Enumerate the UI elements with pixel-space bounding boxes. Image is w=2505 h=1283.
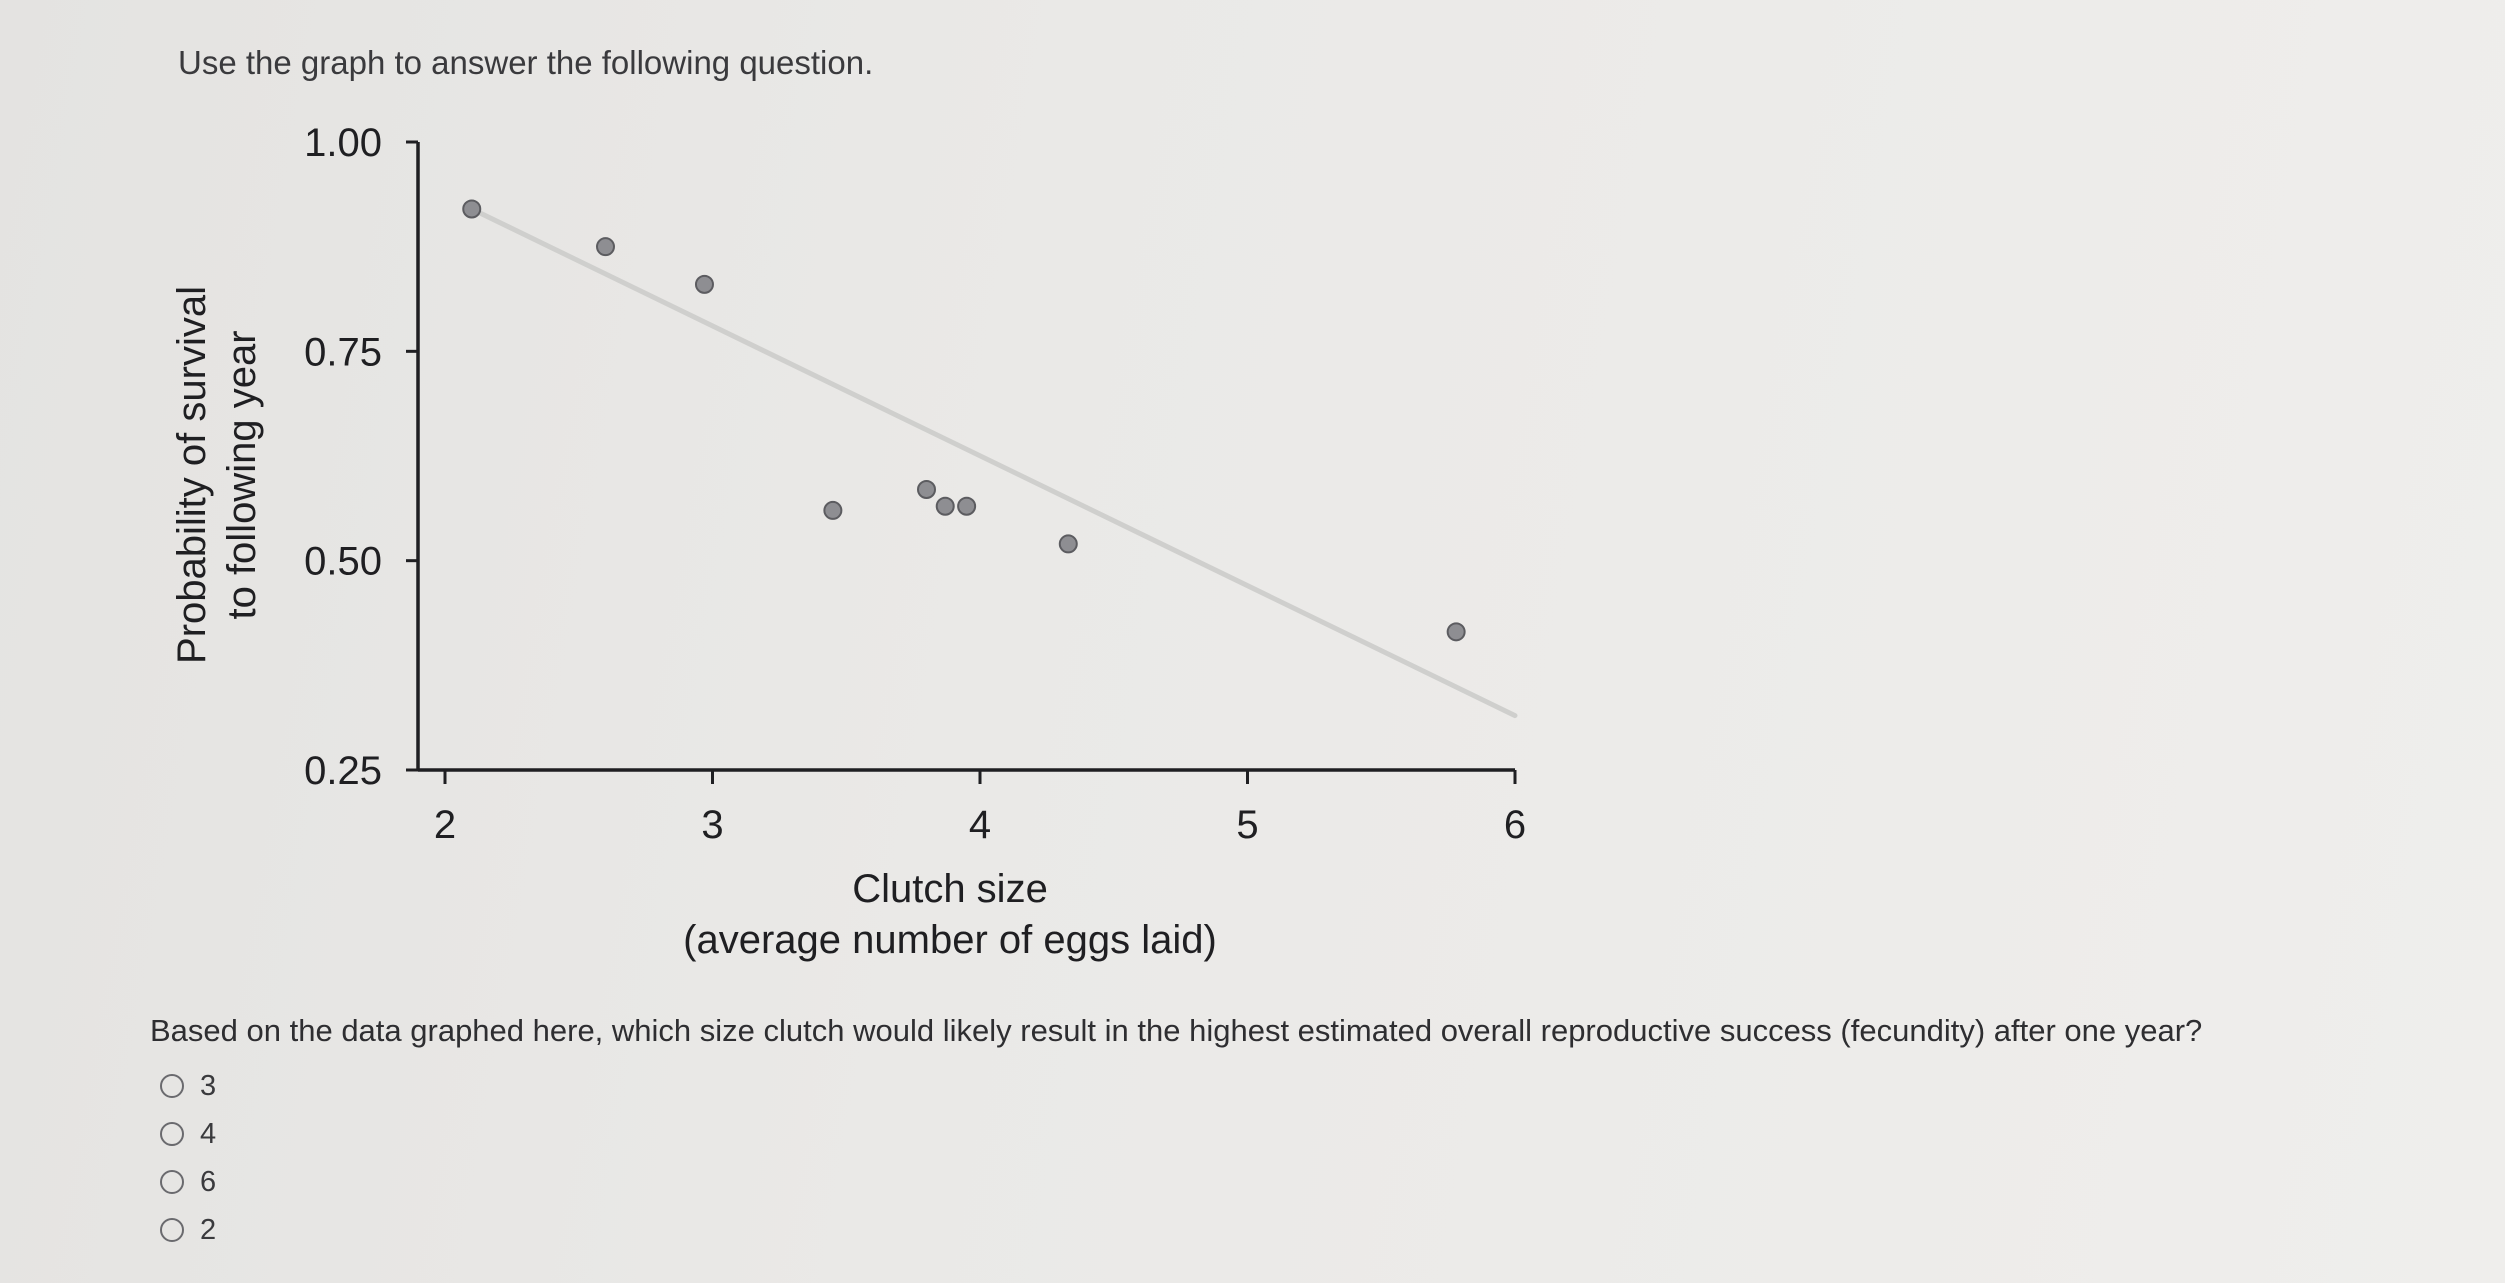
y-tick-label: 0.75 xyxy=(304,330,382,374)
data-point xyxy=(823,500,843,520)
data-point xyxy=(957,496,977,516)
x-tick-label: 3 xyxy=(701,803,723,847)
radio-button-icon[interactable] xyxy=(160,1170,184,1194)
x-tick-label: 2 xyxy=(434,803,456,847)
y-tick-label: 1.00 xyxy=(304,121,382,165)
answer-option-2[interactable]: 4 xyxy=(160,1110,216,1158)
x-axis-title: Clutch size xyxy=(852,867,1048,911)
answer-option-label: 3 xyxy=(200,1069,217,1102)
question-text: Based on the data graphed here, which si… xyxy=(150,1013,2203,1048)
answer-option-1[interactable]: 3 xyxy=(160,1062,216,1110)
data-point xyxy=(1058,534,1078,554)
answer-option-3[interactable]: 6 xyxy=(160,1158,216,1206)
data-point xyxy=(596,237,615,257)
data-point xyxy=(462,199,482,219)
y-tick-label: 0.50 xyxy=(304,540,382,584)
x-tick-label: 6 xyxy=(1504,803,1526,847)
x-axis-title: (average number of eggs laid) xyxy=(683,918,1217,962)
data-point xyxy=(935,496,955,516)
data-point xyxy=(694,274,714,294)
x-tick-label: 4 xyxy=(969,803,991,847)
radio-button-icon[interactable] xyxy=(160,1074,184,1098)
y-axis-title: Probability of survival xyxy=(170,286,214,664)
data-point xyxy=(1446,622,1466,642)
answer-option-4[interactable]: 2 xyxy=(160,1206,216,1254)
answer-option-label: 6 xyxy=(200,1165,217,1198)
y-axis-title: to following year xyxy=(220,330,264,619)
trend-line xyxy=(469,206,1518,719)
radio-button-icon[interactable] xyxy=(160,1122,184,1146)
answer-option-label: 2 xyxy=(200,1213,217,1246)
scatter-chart: 0.25 0.50 0.75 1.00 2 3 4 5 6 Clutch size (average… xyxy=(170,121,1526,962)
radio-button-icon[interactable] xyxy=(160,1218,184,1242)
answer-option-label: 4 xyxy=(200,1117,217,1150)
answer-options: 3 4 6 2 xyxy=(160,1062,216,1254)
data-point xyxy=(917,479,936,499)
x-tick-label: 5 xyxy=(1236,803,1258,847)
instruction-text: Use the graph to answer the following qu… xyxy=(178,44,874,81)
y-tick-label: 0.25 xyxy=(304,749,382,793)
